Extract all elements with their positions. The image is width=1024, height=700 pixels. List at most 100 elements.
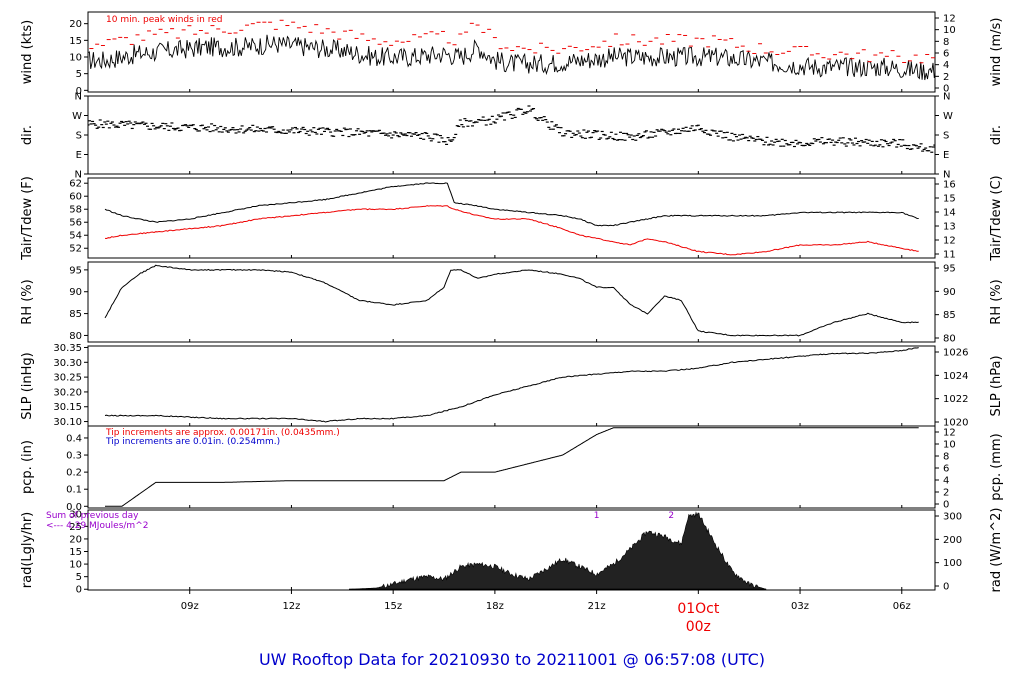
y-right-tick-label: 1024 (943, 371, 968, 382)
panel-frame (87, 509, 936, 591)
panel-frame (87, 177, 936, 259)
series-pcp-0 (105, 427, 919, 507)
x-tick-label: 03z (791, 601, 809, 612)
y-axis-label-right: RH (%) (989, 279, 1004, 324)
y-right-tick-label: 4 (943, 476, 949, 487)
y-right-tick-label: 8 (943, 37, 949, 48)
y-tick-label: 15 (69, 36, 82, 47)
series-temp-0 (104, 182, 919, 227)
plot-area (104, 264, 919, 337)
plot-area (88, 105, 935, 153)
y-tick-label: N (75, 92, 82, 103)
y-right-tick-label: E (943, 150, 949, 161)
plot-area (88, 19, 935, 81)
y-right-tick-label: 1020 (943, 418, 968, 429)
series-slp-0 (104, 347, 919, 423)
panel-frame (87, 425, 936, 509)
y-right-tick-label: 200 (943, 535, 962, 546)
y-tick-label: 25 (69, 522, 82, 533)
y-axis-label: wind (kts) (20, 20, 35, 84)
y-right-tick-label: 10 (943, 25, 956, 36)
y-tick-label: N (75, 170, 82, 181)
y-right-tick-label: 0 (943, 582, 949, 593)
y-right-tick-label: 13 (943, 222, 956, 233)
y-axis-label: RH (%) (20, 279, 35, 324)
y-axis-label-right: dir. (989, 125, 1004, 145)
y-tick-label: 30 (69, 509, 82, 520)
series-wind-speed (88, 34, 935, 81)
y-axis-label: pcp. (in) (20, 440, 35, 494)
y-right-tick-label: 300 (943, 512, 962, 523)
panel-frame (87, 345, 936, 427)
peak-wind-annotation: 10 min. peak winds in red (106, 15, 223, 25)
y-right-tick-label: 4 (943, 60, 949, 71)
y-tick-label: 30.25 (53, 373, 82, 384)
x-date-label: 01Oct (677, 601, 720, 617)
y-tick-label: 0.4 (66, 433, 82, 444)
y-tick-label: 52 (69, 244, 82, 255)
y-right-tick-label: 12 (943, 236, 956, 247)
y-right-tick-label: 10 (943, 440, 956, 451)
y-tick-label: 0.2 (66, 468, 82, 479)
y-axis-label-right: pcp. (mm) (989, 433, 1004, 500)
y-right-tick-label: 1022 (943, 394, 968, 405)
y-tick-label: S (76, 131, 82, 142)
y-axis-label: Tair/Tdew (F) (20, 176, 35, 261)
y-tick-label: 20 (69, 534, 82, 545)
panel-temp: 52 54 56 58 60 62 11 12 13 14 15 16 Tair/Tdew (F) Tai… (20, 175, 1004, 261)
y-tick-label: 10 (69, 53, 82, 64)
y-tick-label: 0.0 (66, 502, 82, 513)
plot-area (105, 427, 919, 507)
panel-frame (87, 11, 936, 93)
y-axis-label-right: rad (W/m^2) (989, 508, 1004, 593)
y-right-tick-label: N (943, 170, 950, 181)
y-right-tick-label: 2 (943, 488, 949, 499)
x-tick-label: 18z (486, 601, 504, 612)
y-tick-label: 0 (76, 86, 82, 97)
y-tick-label: 62 (69, 179, 82, 190)
x-tick-label: 21z (588, 601, 606, 612)
y-right-tick-label: 80 (943, 334, 956, 345)
y-tick-label: 5 (76, 572, 82, 583)
plot-area (104, 182, 919, 256)
y-right-tick-label: 85 (943, 310, 956, 321)
panel-frame (87, 261, 936, 343)
series-wind-direction (88, 105, 935, 153)
y-tick-label: 30.10 (53, 417, 82, 428)
y-right-tick-label: 12 (943, 14, 956, 25)
x-date-sublabel: 00z (686, 619, 711, 635)
radiation-marker: 1 (594, 511, 600, 521)
y-right-tick-label: 6 (943, 49, 949, 60)
y-tick-label: 30.20 (53, 387, 82, 398)
y-right-tick-label: S (943, 131, 949, 142)
y-tick-label: 0 (76, 585, 82, 596)
panel-frame (87, 95, 936, 175)
y-right-tick-label: 12 (943, 428, 956, 439)
precip-annotation-blue: Tip increments are 0.01in. (0.254mm.) (105, 437, 280, 447)
y-tick-label: 80 (69, 331, 82, 342)
y-tick-label: 54 (69, 231, 82, 242)
y-tick-label: 60 (69, 192, 82, 203)
y-axis-label: rad(Lgly/hr) (20, 512, 35, 588)
y-right-tick-label: 100 (943, 558, 962, 569)
panel-slp: 30.10 30.15 30.20 30.25 30.30 30.35 1020 1022 10… (20, 343, 1004, 429)
series-peak-winds (89, 19, 935, 64)
y-tick-label: 95 (69, 265, 82, 276)
y-right-tick-label: 2 (943, 72, 949, 83)
radiation-annotation: Sum of previous day (46, 511, 139, 521)
y-right-tick-label: 0 (943, 84, 949, 95)
x-tick-label: 09z (181, 601, 199, 612)
y-right-tick-label: 16 (943, 180, 956, 191)
series-temp-1 (104, 205, 919, 256)
y-right-tick-label: 8 (943, 452, 949, 463)
y-right-tick-label: 95 (943, 264, 956, 275)
x-tick-label: 15z (384, 601, 402, 612)
y-tick-label: 30.15 (53, 402, 82, 413)
y-tick-label: 20 (69, 19, 82, 30)
y-tick-label: 58 (69, 205, 82, 216)
y-right-tick-label: 14 (943, 208, 956, 219)
y-right-tick-label: 15 (943, 194, 956, 205)
